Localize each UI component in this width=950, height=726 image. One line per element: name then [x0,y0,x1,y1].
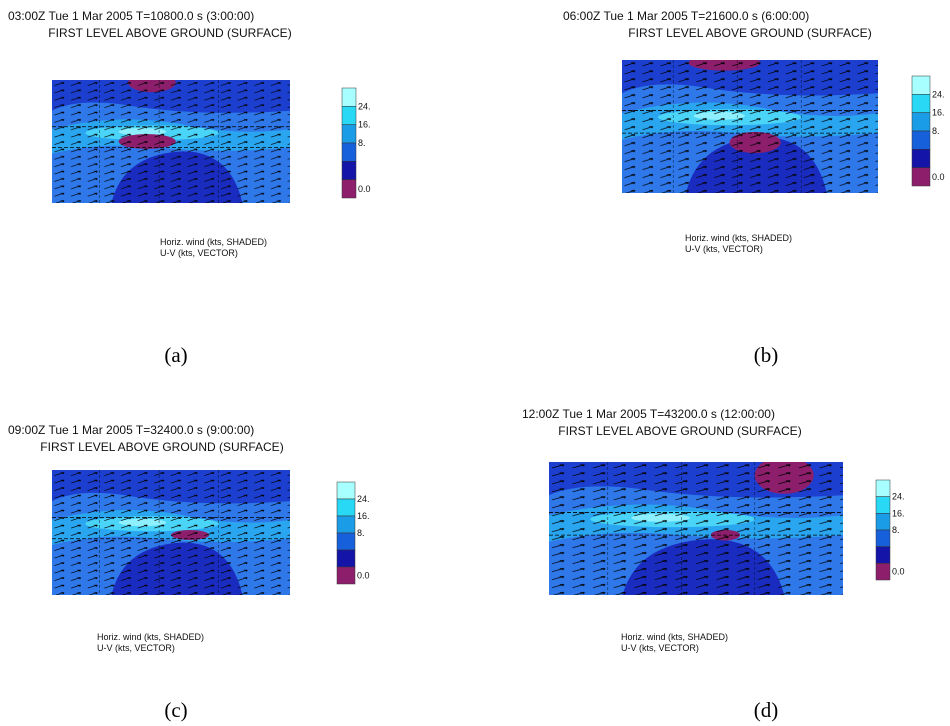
panel-label: (c) [164,698,187,722]
caption: U-V (kts, VECTOR) [97,643,175,653]
time-line: 09:00Z Tue 1 Mar 2005 T=32400.0 s (9:00:… [8,423,254,437]
colorbar-segment [336,532,356,551]
colorbar-segment [875,513,891,531]
time-line: 03:00Z Tue 1 Mar 2005 T=10800.0 s (3:00:… [8,9,254,23]
time-line: 06:00Z Tue 1 Mar 2005 T=21600.0 s (6:00:… [563,9,809,23]
colorbar-label: 8. [357,528,365,538]
colorbar-label: 16. [932,108,945,118]
colorbar-label: 0.0 [932,172,945,182]
colorbar-segment [336,481,356,500]
colorbar-label: 8. [892,525,900,535]
colorbar-segment [875,563,891,581]
wind-map [52,80,290,203]
wind-map [549,462,843,595]
colorbar-label: 16. [358,120,371,130]
colorbar-segment [341,124,357,144]
colorbar-label: 24. [932,89,945,99]
colorbar-segment [875,546,891,564]
colorbar-segment [911,75,931,95]
wind-map [622,60,878,193]
colorbar-segment [341,87,357,107]
colorbar-segment [911,167,931,187]
colorbar-label: 0.0 [358,184,371,194]
caption: Horiz. wind (kts, SHADED) [685,233,792,243]
colorbar-segment [341,106,357,125]
level-line: FIRST LEVEL ABOVE GROUND (SURFACE) [628,26,871,40]
wind-vectors [52,470,290,595]
panel-label: (d) [754,698,779,722]
wind-vectors [622,60,878,193]
colorbar-segment [341,161,357,180]
wind-map [52,470,290,595]
panel: 12:00Z Tue 1 Mar 2005 T=43200.0 s (12:00… [522,407,905,722]
level-line: FIRST LEVEL ABOVE GROUND (SURFACE) [40,440,283,454]
colorbar-segment [911,94,931,113]
level-line: FIRST LEVEL ABOVE GROUND (SURFACE) [48,26,291,40]
panel: 06:00Z Tue 1 Mar 2005 T=21600.0 s (6:00:… [563,9,945,367]
caption: U-V (kts, VECTOR) [160,248,238,258]
colorbar-segment [875,529,891,547]
colorbar-segment [875,496,891,514]
level-line: FIRST LEVEL ABOVE GROUND (SURFACE) [558,424,801,438]
colorbar-label: 8. [358,138,366,148]
colorbar-label: 0.0 [892,567,905,577]
panel-label: (a) [164,343,187,367]
time-line: 12:00Z Tue 1 Mar 2005 T=43200.0 s (12:00… [522,407,775,421]
colorbar-segment [336,549,356,568]
panel: 09:00Z Tue 1 Mar 2005 T=32400.0 s (9:00:… [8,423,370,722]
caption: Horiz. wind (kts, SHADED) [97,632,204,642]
colorbar-segment [336,498,356,517]
colorbar-segment [875,479,891,497]
colorbar-segment [911,130,931,150]
colorbar-segment [341,142,357,162]
caption: U-V (kts, VECTOR) [621,643,699,653]
caption: Horiz. wind (kts, SHADED) [160,237,267,247]
colorbar-segment [911,149,931,168]
colorbar-segment [336,515,356,534]
wind-vectors [549,462,843,595]
colorbar-segment [336,566,356,585]
wind-vectors [52,80,290,203]
colorbar-label: 24. [892,492,905,502]
panel-label: (b) [754,343,779,367]
caption: Horiz. wind (kts, SHADED) [621,632,728,642]
colorbar-label: 8. [932,126,940,136]
colorbar-label: 24. [357,494,370,504]
colorbar-label: 16. [892,508,905,518]
colorbar-label: 24. [358,101,371,111]
colorbar-label: 16. [357,511,370,521]
colorbar-segment [341,179,357,199]
colorbar-label: 0.0 [357,571,370,581]
panel: 03:00Z Tue 1 Mar 2005 T=10800.0 s (3:00:… [8,9,371,367]
colorbar-segment [911,112,931,132]
caption: U-V (kts, VECTOR) [685,244,763,254]
